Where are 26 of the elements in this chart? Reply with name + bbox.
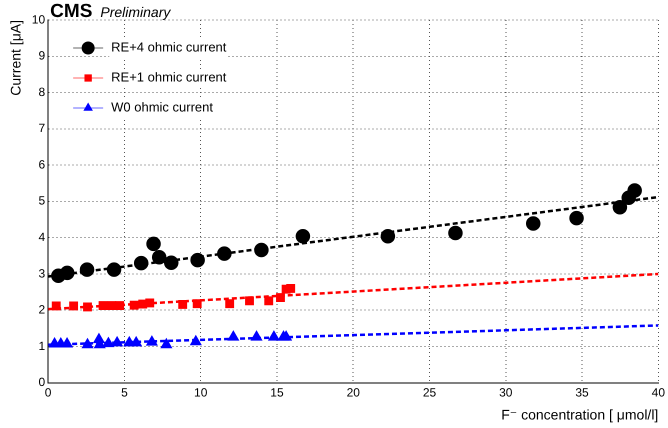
chart-title: CMS [50,1,92,22]
x-tick-label: 30 [499,385,513,400]
y-axis-title: Current [μA] [7,20,24,96]
x-tick-label: 25 [422,385,437,400]
y-tick-label: 4 [38,230,46,244]
y-tick-label: 1 [38,338,46,353]
y-tick-label: 6 [38,157,46,172]
x-tick-label: 40 [652,385,666,400]
x-tick-label: 15 [270,385,284,400]
y-tick-label: 2 [38,302,46,317]
legend-label: RE+4 ohmic current [111,40,227,55]
x-tick-label: 10 [194,385,208,400]
x-axis-title: F⁻ concentration [ μmol/l] [501,406,658,422]
legend-label: W0 ohmic current [111,100,214,115]
x-tick-label: 5 [121,385,128,400]
y-tick-label: 5 [38,194,46,208]
y-tick-label: 8 [38,84,46,99]
y-tick-label: 7 [38,121,46,136]
y-tick-label: 9 [38,48,46,63]
y-tick-label: 0 [38,375,46,390]
chart-subtitle: Preliminary [100,4,172,20]
y-tick-label: 10 [32,12,46,26]
x-tick-label: 20 [346,385,360,400]
y-tick-label: 3 [38,266,46,280]
legend-label: RE+1 ohmic current [111,70,227,85]
x-tick-label: 35 [575,385,590,400]
